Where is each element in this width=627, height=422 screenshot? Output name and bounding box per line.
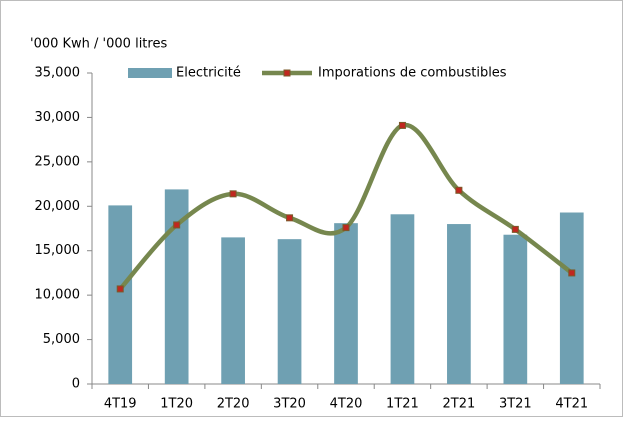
marker [568,269,576,277]
legend-label: Imporations de combustibles [318,66,507,81]
marker [286,214,294,222]
y-tick-label: 0 [72,377,80,392]
marker [173,221,181,229]
bar [108,205,133,384]
x-tick-label: 1T20 [160,397,193,412]
y-tick-label: 35,000 [35,66,81,81]
x-tick-label: 4T20 [330,397,363,412]
marker [116,285,124,293]
marker [229,190,237,198]
bar [390,214,415,384]
bar [164,189,189,384]
y-axis-title: '000 Kwh / '000 litres [30,37,167,52]
y-tick-label: 5,000 [43,332,80,347]
y-tick-label: 20,000 [35,199,81,214]
bar [277,239,302,384]
marker [342,224,350,232]
line [118,122,574,291]
marker [455,186,463,194]
bar [503,234,528,384]
x-tick-label: 2T21 [443,397,476,412]
y-tick-label: 25,000 [35,154,81,169]
marker [511,225,519,233]
bar [221,237,245,384]
legend-marker [283,69,291,77]
x-tick-label: 4T21 [555,397,588,412]
x-tick-label: 4T19 [104,397,137,412]
legend-label: Electricité [176,66,241,81]
bar [447,224,471,384]
y-tick-label: 15,000 [35,243,81,258]
x-tick-label: 2T20 [217,397,250,412]
bar [334,223,358,384]
x-tick-label: 3T20 [273,397,306,412]
y-tick-label: 30,000 [35,110,81,125]
x-tick-label: 1T21 [386,397,419,412]
marker [398,121,406,129]
x-tick-label: 3T21 [499,397,532,412]
y-tick-label: 10,000 [35,288,81,303]
legend-swatch [128,68,172,78]
bar [559,212,584,384]
